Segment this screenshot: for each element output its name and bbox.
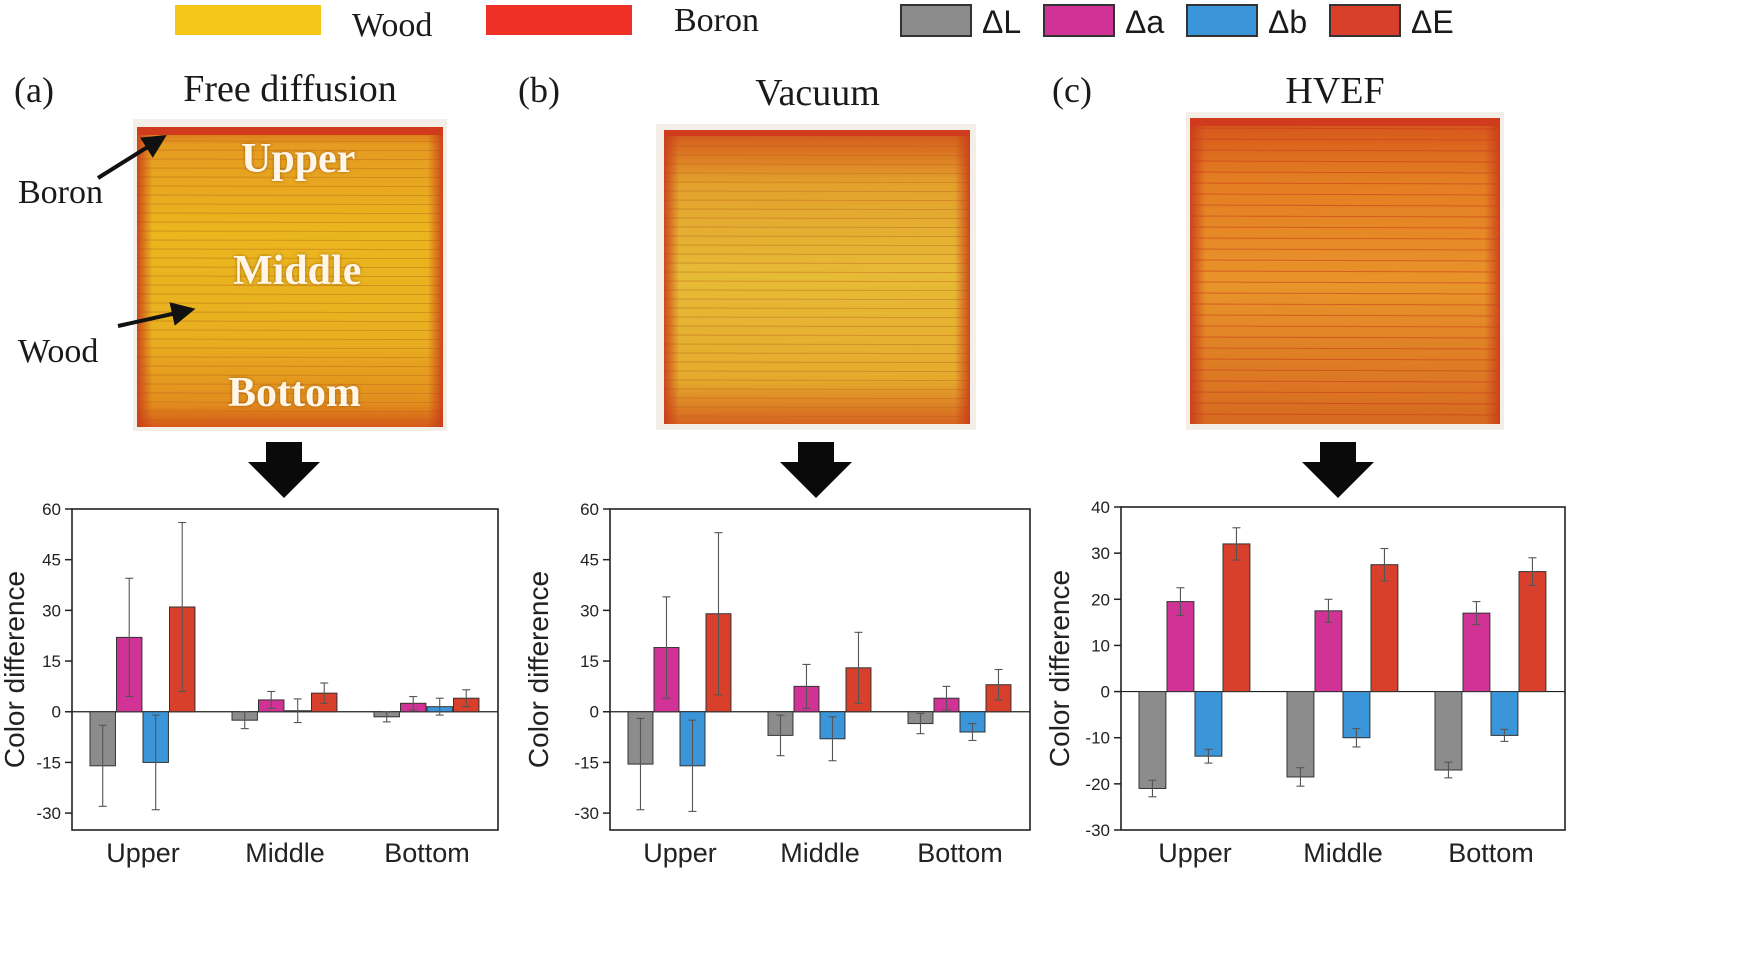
chart-0-category-label-middle: Middle [245,838,325,868]
chart-2-bar-bottom-1 [1462,612,1491,693]
chart-0-ytick-label-3: 15 [42,652,61,671]
chart-2-ytick-label-0: -30 [1085,821,1110,840]
chart-2-bar-middle-3 [1370,564,1399,693]
chart-1-ytick-label-3: 15 [580,652,599,671]
chart-vacuum-svg: -30 -15 0 15 30 45 60 Color difference Upper Midd… [523,500,1031,868]
wood-legend-swatch [175,5,321,35]
chart-0-ytick-label-2: 0 [52,703,61,722]
chart-2-ytick-label-6: 30 [1091,544,1110,563]
chart-2-bar-bottom-2 [1490,691,1519,736]
chart-2-bar-middle-1 [1314,610,1343,693]
chart-2-ytick-label-2: -10 [1085,729,1110,748]
down-arrow-a [248,442,320,498]
chart-2-ylabel: Color difference [1045,570,1075,767]
panel-c-title: HVEF [1285,70,1385,112]
chart-1-ytick-label-5: 45 [580,551,599,570]
delta-l-legend-label: ΔL [982,4,1022,40]
chart-2-category-label-bottom: Bottom [1448,838,1534,868]
chart-1-category-label-bottom: Bottom [917,838,1003,868]
chart-2-bar-bottom-0 [1434,691,1463,771]
chart-2-bar-upper-3 [1222,543,1251,693]
chart-0-ytick-label-0: -30 [36,804,61,823]
chart-2-ytick-label-1: -20 [1085,775,1110,794]
chart-free-diffusion: -30 -15 0 15 30 45 60 Color difference Upper Midd… [0,495,505,885]
delta-a-legend-label: Δa [1125,4,1165,40]
chart-1-ylabel: Color difference [523,571,554,768]
chart-0-category-label-upper: Upper [106,838,180,868]
wood-annotation: Wood [18,333,99,370]
boron-arrow [96,135,167,180]
delta-b-legend-label: Δb [1268,4,1308,40]
delta-e-legend-swatch [1329,4,1401,37]
wood-legend-label: Wood [352,7,433,44]
chart-1-plot-frame [609,508,1031,831]
chart-0-ytick-label-5: 45 [42,551,61,570]
hvef-photo-image [1186,112,1504,430]
boron-legend-swatch [486,5,632,35]
panel-b-letter: (b) [518,70,560,110]
chart-0-category-label-bottom: Bottom [384,838,470,868]
boron-legend-label: Boron [674,2,759,39]
chart-0-ytick-label-4: 30 [42,601,61,620]
chart-vacuum: -30 -15 0 15 30 45 60 Color difference Upper Midd… [518,495,1038,885]
chart-1-category-label-middle: Middle [780,838,860,868]
delta-b-legend-swatch [1186,4,1258,37]
chart-2-ytick-label-5: 20 [1091,590,1110,609]
down-arrow-c [1302,442,1374,498]
chart-1-category-label-upper: Upper [643,838,717,868]
delta-a-legend-swatch [1043,4,1115,37]
delta-e-legend-label: ΔE [1411,4,1454,40]
panel-a-letter: (a) [14,70,54,110]
boron-annotation: Boron [18,174,103,211]
chart-2-ytick-label-4: 10 [1091,636,1110,655]
chart-0-ylabel: Color difference [0,571,30,768]
panel-c-letter: (c) [1052,70,1092,110]
bottom-region-label: Bottom [228,370,361,416]
chart-1-ytick-label-1: -15 [574,753,599,772]
delta-l-legend-swatch [900,4,972,37]
chart-1-ytick-label-0: -30 [574,804,599,823]
chart-2-category-label-upper: Upper [1158,838,1232,868]
chart-2-ytick-label-7: 40 [1091,498,1110,517]
chart-free-diffusion-svg: -30 -15 0 15 30 45 60 Color difference Upper Midd… [0,500,499,868]
chart-hvef: -30 -20 -10 0 10 20 30 40 Color difference Upper M… [1044,495,1573,885]
upper-region-label: Upper [241,136,356,182]
chart-0-plot-frame [71,508,499,831]
down-arrow-b [780,442,852,498]
chart-1-ytick-label-6: 60 [580,500,599,519]
chart-2-bar-upper-2 [1194,691,1223,757]
hvef-photo [1186,112,1504,430]
chart-1-ytick-label-2: 0 [590,703,599,722]
chart-2-ytick-label-3: 0 [1101,683,1110,702]
vacuum-photo [656,124,976,430]
chart-1-ytick-label-4: 30 [580,601,599,620]
chart-2-bar-upper-0 [1138,691,1167,789]
chart-2-bar-bottom-3 [1518,571,1547,693]
chart-hvef-svg: -30 -20 -10 0 10 20 30 40 Color difference Upper M… [1044,498,1566,868]
vacuum-photo-image [656,124,976,430]
panel-b-title: Vacuum [755,72,880,114]
chart-2-plot-frame [1120,506,1566,831]
chart-2-bar-middle-0 [1286,691,1315,778]
annotation-arrows [96,135,196,328]
chart-2-category-label-middle: Middle [1303,838,1383,868]
panel-a-title: Free diffusion [183,68,397,110]
chart-0-ytick-label-6: 60 [42,500,61,519]
middle-region-label: Middle [233,248,362,294]
chart-0-ytick-label-1: -15 [36,753,61,772]
wood-arrow [117,302,196,328]
free-diffusion-photo-image [133,119,447,431]
free-diffusion-photo [133,119,447,431]
